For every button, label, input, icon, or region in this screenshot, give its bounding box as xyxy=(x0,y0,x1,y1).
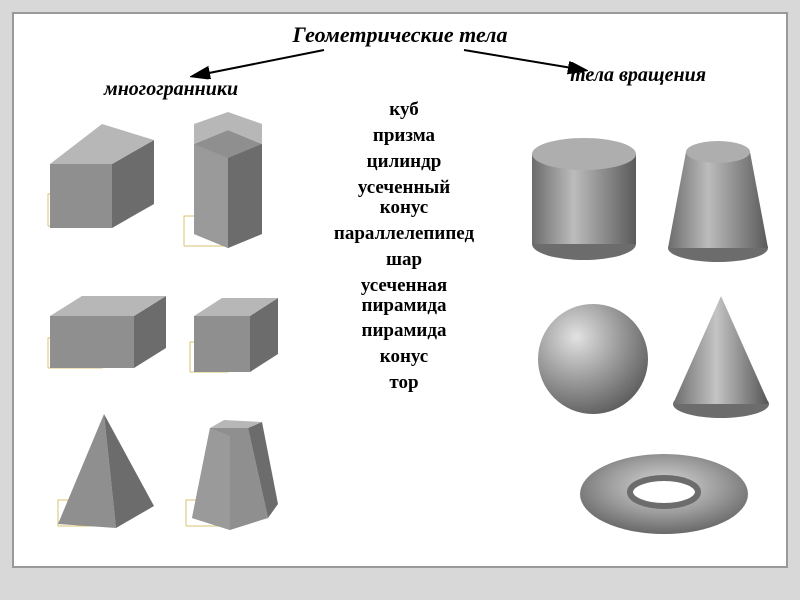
shape-label: усеченныйконус xyxy=(284,178,524,218)
shape-label: тор xyxy=(284,373,524,393)
shape-label: конус xyxy=(284,347,524,367)
shape-label: куб xyxy=(284,100,524,120)
parallelepiped-shape xyxy=(42,276,172,376)
cylinder-shape xyxy=(524,132,644,262)
shape-label: усеченнаяпирамида xyxy=(284,276,524,316)
cone-shape xyxy=(668,290,774,420)
shape-label: параллелепипед xyxy=(284,224,524,244)
shape-label: шар xyxy=(284,250,524,270)
shape-name-list: куб призма цилиндр усеченныйконус параллелеп… xyxy=(284,100,524,399)
truncated-cone-shape xyxy=(662,132,774,264)
sphere-shape xyxy=(534,300,652,418)
diagram-frame: Геометрические тела многогранники тела в… xyxy=(12,12,788,568)
hexagonal-prism-shape xyxy=(174,106,284,256)
torus-shape xyxy=(574,446,754,538)
triangular-prism-shape xyxy=(42,118,162,238)
shape-label: цилиндр xyxy=(284,152,524,172)
shape-label: призма xyxy=(284,126,524,146)
truncated-pyramid-shape xyxy=(176,406,286,536)
category-polyhedra-label: многогранники xyxy=(104,78,238,101)
shape-label: пирамида xyxy=(284,321,524,341)
category-revolution-label: тела вращения xyxy=(570,64,706,87)
cube-shape xyxy=(184,276,284,380)
pyramid-shape xyxy=(44,406,164,536)
